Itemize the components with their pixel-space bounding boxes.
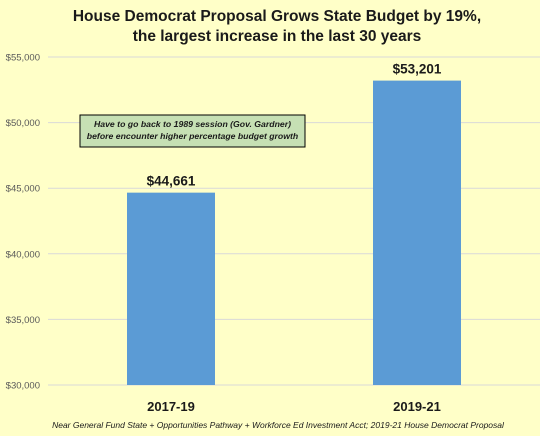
category-label-2017-19: 2017-19 bbox=[147, 399, 195, 414]
y-tick-label: $30,000 bbox=[6, 381, 40, 392]
annotation-line-1: Have to go back to 1989 session (Gov. Ga… bbox=[94, 119, 291, 129]
y-tick-label: $40,000 bbox=[6, 249, 40, 260]
y-tick-label: $45,000 bbox=[6, 184, 40, 195]
annotation-box: Have to go back to 1989 session (Gov. Ga… bbox=[79, 114, 306, 148]
data-label-2017-19: $44,661 bbox=[147, 174, 196, 189]
chart-title-line-1: House Democrat Proposal Grows State Budg… bbox=[73, 8, 481, 25]
chart-title: House Democrat Proposal Grows State Budg… bbox=[73, 8, 481, 45]
data-labels: $44,661 $53,201 bbox=[147, 62, 442, 189]
y-tick-label: $35,000 bbox=[6, 315, 40, 326]
x-axis-category-labels: 2017-19 2019-21 bbox=[147, 399, 441, 414]
y-axis-tick-labels: $30,000 $35,000 $40,000 $45,000 $50,000 $55,0… bbox=[6, 53, 40, 392]
bar-2019-21 bbox=[373, 80, 461, 386]
bars bbox=[127, 80, 461, 386]
data-label-2019-21: $53,201 bbox=[393, 62, 442, 77]
footnote-text: Near General Fund State + Opportunities … bbox=[52, 420, 505, 430]
annotation-line-2: before encounter higher percentage budge… bbox=[87, 131, 298, 141]
y-tick-label: $55,000 bbox=[6, 53, 40, 64]
annotation-box-frame bbox=[79, 114, 306, 148]
footnote: Near General Fund State + Opportunities … bbox=[52, 420, 505, 430]
y-tick-label: $50,000 bbox=[6, 118, 40, 129]
chart-title-line-2: the largest increase in the last 30 year… bbox=[133, 28, 422, 45]
category-label-2019-21: 2019-21 bbox=[393, 399, 441, 414]
bar-2017-19 bbox=[127, 192, 215, 385]
